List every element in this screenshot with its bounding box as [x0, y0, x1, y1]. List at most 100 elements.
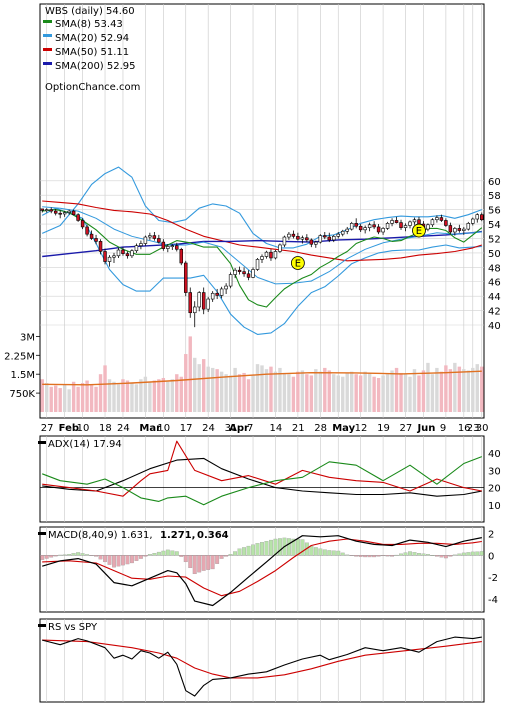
x-axis-label: 7: [247, 423, 253, 434]
adx-panel-frame: [39, 435, 485, 523]
candle-body: [215, 292, 219, 296]
candle-body: [197, 292, 201, 308]
macd-histogram-bar: [121, 555, 125, 566]
volume-bar: [435, 367, 439, 412]
macd-histogram-bar: [439, 555, 444, 558]
macd-histogram-bar: [470, 551, 475, 556]
macd-histogram-bar: [183, 555, 188, 563]
macd-title: MACD(8,40,9) 1.631,: [48, 530, 153, 541]
macd-histogram-bar: [215, 555, 220, 564]
legend-swatch: [43, 48, 52, 51]
volume-bar: [264, 369, 269, 412]
macd-histogram-bar: [417, 553, 421, 556]
volume-bar: [89, 384, 94, 412]
candle-body: [385, 223, 390, 229]
candle-body: [287, 233, 291, 238]
macd-histogram-bar: [390, 555, 395, 557]
candle-body: [332, 236, 336, 241]
macd-histogram-bar: [161, 550, 166, 556]
macd-histogram-bar: [44, 555, 49, 559]
volume-bar: [354, 374, 358, 412]
macd-histogram-bar: [408, 551, 412, 556]
candle-body: [139, 243, 143, 246]
candle-body: [300, 237, 305, 240]
volume-bar: [403, 374, 408, 412]
candle-body: [349, 223, 354, 230]
x-axis-label: 27: [41, 423, 54, 434]
volume-bar: [53, 385, 58, 412]
macd-histogram-bar: [170, 550, 175, 556]
chart-title: WBS (daily) 54.60: [45, 6, 135, 17]
candle-body: [148, 235, 152, 238]
candle-body: [98, 241, 103, 252]
macd-histogram-bar: [479, 551, 484, 556]
macd-histogram-bar: [103, 555, 107, 563]
candle-body: [242, 271, 246, 275]
macd-histogram-bar: [313, 547, 318, 556]
earnings-marker-label: E: [295, 258, 301, 269]
macd-histogram-bar: [363, 555, 368, 558]
macd-histogram-bar: [421, 553, 426, 556]
candle-body: [399, 222, 403, 228]
volume-ma-line: [42, 370, 482, 386]
adx-tick-label: 30: [488, 466, 501, 477]
volume-bar: [179, 376, 183, 412]
macd-histogram-bar: [336, 550, 341, 556]
volume-bars: [40, 336, 484, 412]
price-tick-label: 58: [488, 191, 501, 202]
volume-bar: [314, 369, 318, 412]
volume-bar: [121, 379, 125, 412]
volume-bar: [318, 371, 323, 412]
macd-histogram-bar: [381, 555, 386, 557]
price-tick-label: 46: [488, 278, 501, 289]
macd-histogram-bar: [269, 539, 273, 556]
macd-histogram-bar: [138, 555, 143, 559]
volume-bar: [323, 367, 327, 412]
volume-bar: [107, 379, 112, 412]
volume-bar: [412, 369, 417, 412]
macd-histogram-bar: [40, 555, 45, 560]
volume-bar: [278, 367, 282, 412]
macd-histogram-bar: [273, 538, 278, 556]
candle-body: [206, 298, 210, 310]
volume-bar: [439, 371, 444, 412]
macd-histogram-bar: [452, 554, 457, 556]
volume-bar: [148, 381, 152, 412]
volume-tick-label: 1.5M: [10, 370, 35, 381]
x-axis-label: 14: [269, 423, 282, 434]
rs-ma-line: [42, 639, 482, 679]
macd-histogram-bar: [201, 555, 206, 571]
candle-body: [403, 225, 408, 228]
macd-histogram-bar: [286, 538, 291, 556]
candle-body: [412, 219, 417, 223]
volume-bar: [219, 371, 224, 412]
volume-bar: [210, 367, 215, 412]
volume-bar: [480, 366, 484, 412]
candle-body: [358, 225, 363, 231]
candle-body: [116, 249, 121, 257]
macd-histogram-bar: [112, 555, 116, 568]
candle-body: [367, 224, 372, 228]
volume-bar: [166, 381, 170, 412]
macd-histogram-bar: [394, 554, 399, 556]
volume-bar: [224, 374, 228, 412]
volume-bar: [40, 379, 44, 412]
legend-label: SMA(50) 51.11: [55, 47, 129, 58]
volume-bar: [103, 365, 107, 412]
volume-bar: [345, 372, 349, 412]
volume-bar: [336, 375, 340, 412]
macd-histogram-bar: [156, 551, 161, 556]
candle-body: [394, 220, 399, 223]
adx-tick-label: 10: [488, 501, 501, 512]
candle-body: [439, 217, 444, 221]
volume-bar: [242, 372, 246, 412]
volume-bar: [188, 336, 192, 412]
macd-histogram-bar: [242, 547, 247, 556]
macd-histogram-bar: [425, 554, 430, 556]
volume-bar: [327, 370, 331, 412]
macd-histogram-bar: [466, 552, 471, 556]
volume-bar: [152, 380, 157, 412]
macd-histogram-bar: [129, 555, 134, 564]
candle-body: [201, 292, 206, 310]
volume-bar: [444, 365, 448, 412]
